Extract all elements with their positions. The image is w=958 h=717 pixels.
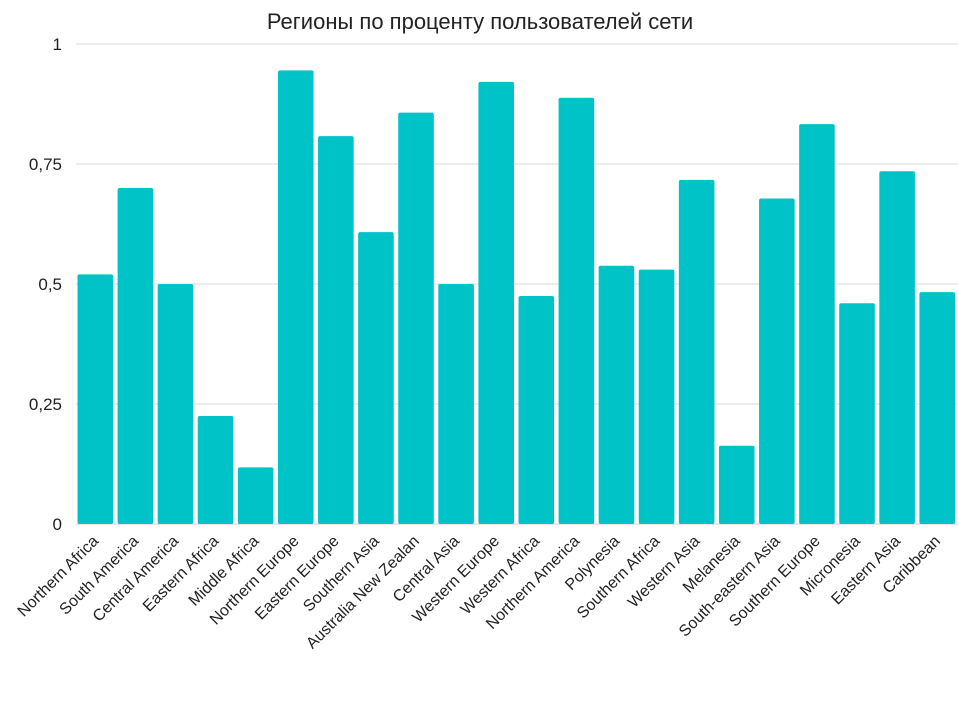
- bar: [759, 198, 795, 524]
- bar: [879, 171, 915, 524]
- y-tick-label: 0: [53, 515, 62, 534]
- bar: [157, 284, 194, 524]
- bar: [919, 292, 955, 524]
- bar: [237, 467, 274, 524]
- bar: [638, 269, 675, 524]
- bar: [718, 445, 755, 524]
- bar: [277, 70, 314, 525]
- chart-title: Регионы по проценту пользователей сети: [267, 9, 693, 34]
- y-tick-label: 0,25: [29, 395, 62, 414]
- bar: [478, 81, 514, 525]
- bar: [398, 112, 434, 524]
- bar: [598, 265, 635, 524]
- y-tick-label: 0,75: [29, 155, 62, 174]
- bar: [839, 303, 875, 524]
- bar: [117, 188, 154, 524]
- y-axis-ticks: 0 0,25 0,5 0,75 1: [29, 35, 62, 534]
- bar: [197, 416, 234, 524]
- bar: [438, 284, 474, 524]
- bar: [318, 136, 354, 524]
- y-tick-label: 1: [53, 35, 62, 54]
- bars: [77, 70, 955, 525]
- bar: [799, 124, 835, 524]
- bar: [678, 179, 715, 524]
- bar: [558, 97, 595, 524]
- bar: [77, 274, 114, 524]
- bar: [358, 232, 394, 524]
- y-tick-label: 0,5: [38, 275, 62, 294]
- bar: [518, 296, 555, 524]
